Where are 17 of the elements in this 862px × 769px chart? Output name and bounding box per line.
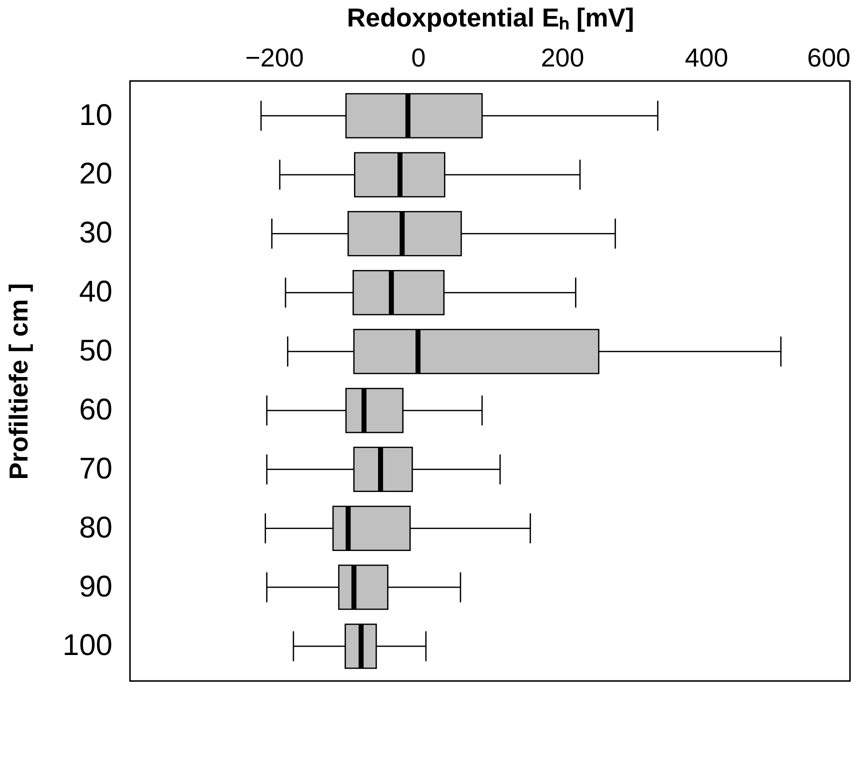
y-tick-label: 70 — [79, 452, 112, 486]
y-tick-label: 40 — [79, 276, 112, 309]
x-tick-label: 200 — [540, 42, 584, 72]
x-tick-label: 600 — [807, 42, 850, 72]
y-tick-label: 20 — [79, 158, 112, 191]
y-axis-title: Profiltiefe [ cm ] — [3, 283, 34, 480]
y-tick-label: 10 — [79, 98, 112, 132]
y-tick-label: 100 — [62, 629, 112, 662]
y-tick-label: 60 — [79, 393, 112, 426]
y-tick-label: 80 — [79, 511, 112, 544]
x-axis-title: Redoxpotential Eₕ [mV] — [346, 2, 634, 32]
y-tick-label: 50 — [79, 334, 112, 368]
x-tick-label: 0 — [411, 42, 426, 72]
y-tick-label: 30 — [79, 216, 112, 250]
y-tick-label: 90 — [79, 570, 112, 604]
x-tick-label: −200 — [245, 42, 304, 72]
x-tick-label: 400 — [684, 42, 728, 72]
